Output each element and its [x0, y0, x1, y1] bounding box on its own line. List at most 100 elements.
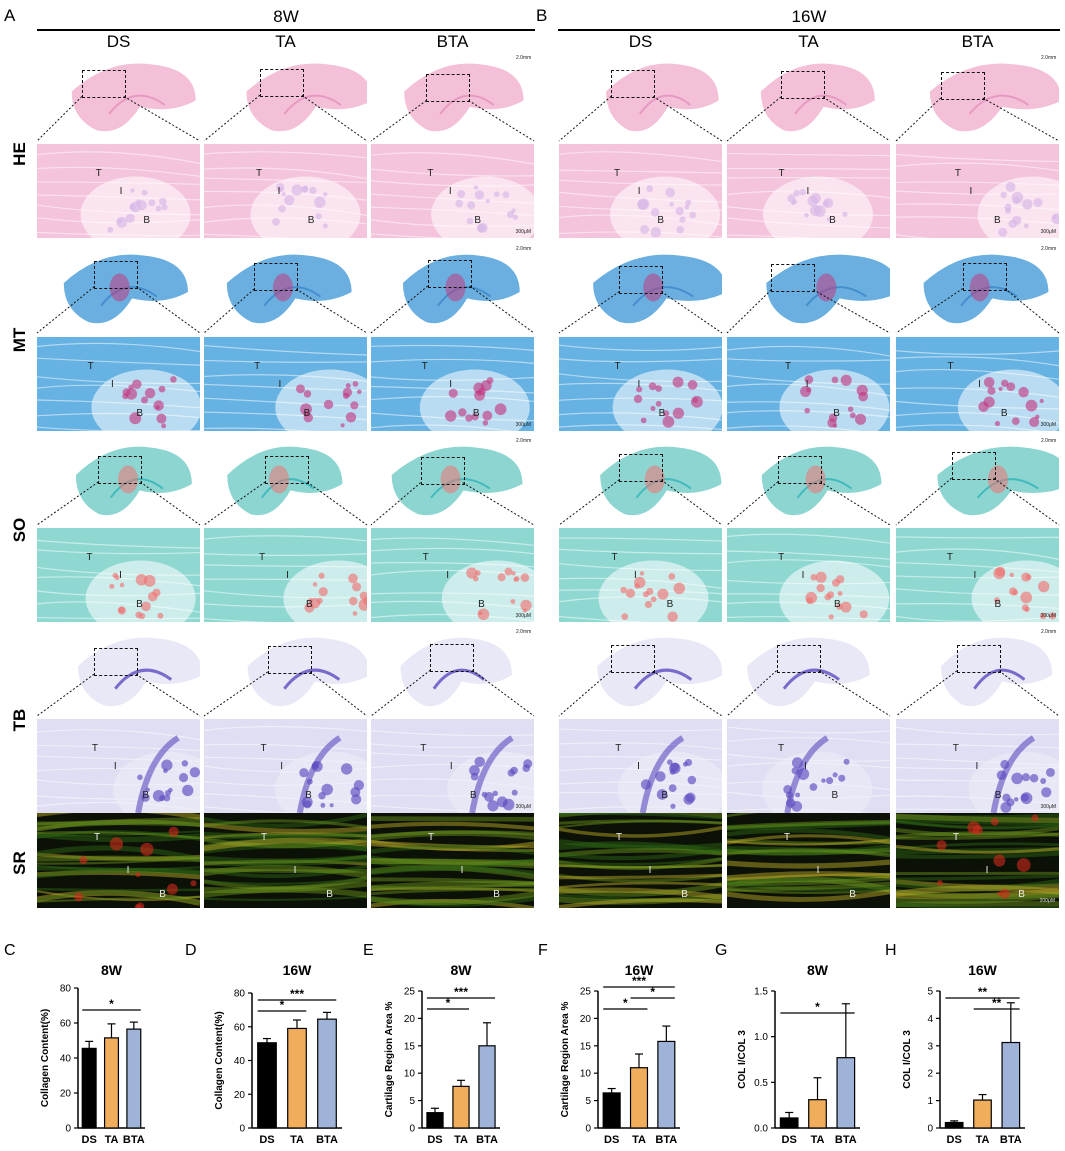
- zoom-image-he-2: T I B 300μM: [371, 144, 534, 238]
- region-mark-bone: B: [1000, 407, 1008, 419]
- y-tick-label: 0.0: [754, 1124, 768, 1135]
- x-tick-label: TA: [632, 1134, 646, 1146]
- region-mark-interface: I: [126, 865, 130, 877]
- y-tick-label: 60: [60, 1019, 72, 1030]
- region-mark-bone: B: [303, 407, 311, 419]
- region-mark-interface: I: [460, 865, 464, 877]
- zoom-image-mt-4: T I B: [727, 337, 890, 431]
- region-mark-tendon: T: [616, 832, 623, 843]
- x-tick-label: TA: [811, 1134, 825, 1146]
- region-mark-interface: I: [293, 865, 297, 877]
- scale-bar-zoom: 300μM: [1040, 804, 1056, 810]
- zoom-image-mt-5: T I B 300μM: [896, 337, 1059, 431]
- bar-bta: [1001, 1041, 1021, 1129]
- region-mark-interface: I: [648, 865, 652, 877]
- zoom-region-box: [781, 70, 826, 99]
- region-mark-interface: I: [985, 865, 989, 877]
- region-mark-interface: I: [113, 761, 117, 773]
- zoom-region-box: [426, 74, 471, 103]
- scale-bar-zoom: 300μM: [1040, 613, 1056, 619]
- zoom-region-box: [94, 260, 139, 289]
- x-tick-label: DS: [604, 1134, 619, 1146]
- region-mark-bone: B: [142, 789, 150, 801]
- zoom-image-mt-3: T I B: [559, 337, 722, 431]
- zoom-region-box: [81, 70, 126, 99]
- chart-panel-label: G: [715, 942, 727, 959]
- zoom-region-box: [611, 70, 656, 99]
- y-tick-label: 1: [927, 1096, 933, 1107]
- region-mark-tendon: T: [784, 360, 792, 372]
- zoom-image-he-1: T I B: [204, 144, 367, 238]
- region-mark-bone: B: [849, 889, 856, 900]
- x-tick-label: DS: [82, 1134, 97, 1146]
- region-mark-interface: I: [975, 761, 979, 773]
- region-mark-bone: B: [493, 889, 500, 900]
- region-mark-tendon: T: [611, 551, 618, 563]
- zoom-region-box: [778, 455, 823, 484]
- zoom-image-tb-1: T I B: [204, 719, 367, 813]
- region-mark-tendon: T: [947, 360, 954, 372]
- x-tick-label: BTA: [1000, 1134, 1022, 1146]
- region-mark-bone: B: [657, 214, 664, 226]
- region-mark-tendon: T: [261, 832, 268, 843]
- y-tick-label: 0: [927, 1124, 933, 1135]
- y-axis-label: COL I/COL 3: [737, 1030, 748, 1089]
- chart-title: 16W: [283, 962, 313, 978]
- chart-title: 16W: [968, 962, 998, 978]
- region-mark-interface: I: [816, 865, 820, 877]
- scale-bar-zoom: 300μM: [515, 229, 531, 235]
- y-tick-label: 0: [65, 1124, 71, 1135]
- overview-image-tb-0: [37, 625, 200, 716]
- zoom-region-box: [420, 456, 465, 485]
- significance-stars: ***: [632, 974, 646, 988]
- zoom-image-tb-4: T I B: [727, 719, 890, 813]
- region-mark-tendon: T: [254, 360, 261, 372]
- group-title-16w: 16W: [791, 7, 827, 26]
- zoom-region-box: [776, 644, 821, 673]
- column-bta-16w: BTA: [961, 32, 994, 51]
- y-tick-label: 0: [239, 1124, 245, 1135]
- region-mark-tendon: T: [778, 742, 785, 754]
- region-mark-bone: B: [159, 889, 166, 900]
- region-mark-interface: I: [637, 379, 641, 391]
- x-tick-label: TA: [454, 1134, 468, 1146]
- zoom-image-he-3: T I B: [559, 144, 722, 238]
- y-tick-label: 80: [60, 984, 72, 995]
- x-tick-label: DS: [259, 1134, 274, 1146]
- zoom-image-tb-0: T I B: [37, 719, 200, 813]
- zoom-region-box: [951, 452, 996, 481]
- region-mark-tendon: T: [421, 360, 428, 372]
- region-mark-bone: B: [470, 789, 477, 801]
- region-mark-tendon: T: [86, 551, 93, 563]
- zoom-image-so-5: T I B 300μM: [896, 528, 1059, 622]
- zoom-region-box: [619, 453, 664, 482]
- group-title-8w: 8W: [273, 7, 299, 26]
- y-tick-label: 60: [234, 1022, 246, 1033]
- column-ds-16w: DS: [628, 32, 653, 51]
- y-tick-label: 25: [580, 987, 592, 998]
- region-mark-interface: I: [804, 761, 807, 773]
- significance-stars: *: [623, 996, 628, 1010]
- region-mark-bone: B: [658, 407, 666, 419]
- zoom-region-box: [940, 71, 985, 100]
- zoom-region-box: [265, 455, 310, 484]
- y-tick-label: 1.5: [754, 987, 768, 998]
- y-tick-label: 20: [580, 1014, 592, 1025]
- significance-stars: *: [109, 997, 114, 1011]
- zoom-image-so-0: T I B: [37, 528, 200, 622]
- region-mark-interface: I: [806, 186, 810, 198]
- x-tick-label: DS: [782, 1134, 797, 1146]
- chart-title: 8W: [451, 962, 473, 978]
- y-axis-label: COL I/COL 3: [902, 1030, 913, 1089]
- y-tick-label: 3: [927, 1041, 933, 1052]
- region-mark-interface: I: [119, 186, 123, 198]
- scale-bar-overview: 2.0mm: [1041, 246, 1057, 252]
- zoom-image-tb-2: T I B 300μM: [371, 719, 534, 813]
- scale-bar-zoom: 300μM: [515, 422, 531, 428]
- x-tick-label: DS: [947, 1134, 962, 1146]
- chart-title: 8W: [101, 962, 123, 978]
- zoom-image-mt-1: T I B: [204, 337, 367, 431]
- zoom-region-box: [267, 645, 312, 674]
